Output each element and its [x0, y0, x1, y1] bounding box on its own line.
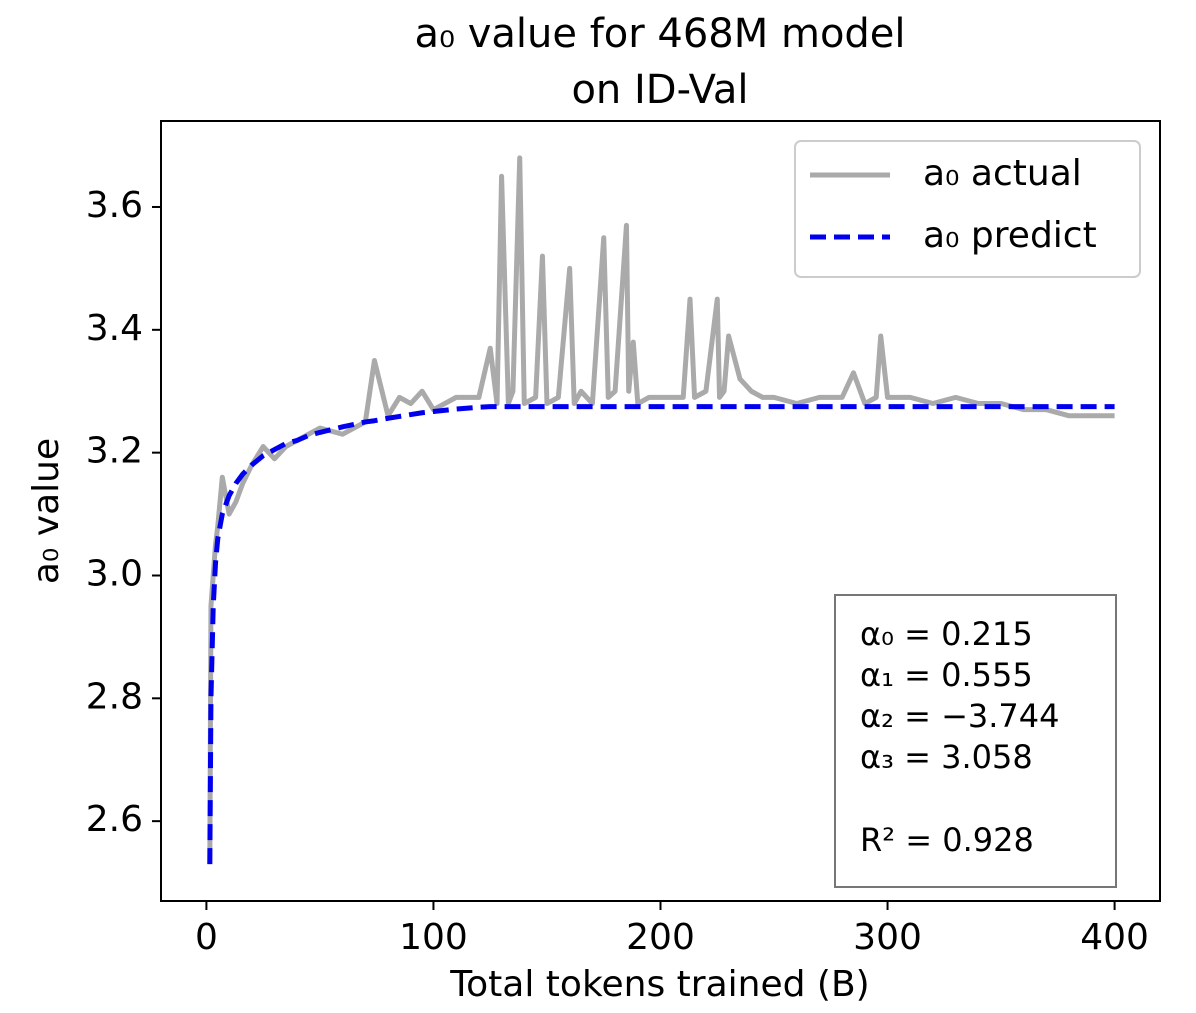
y-tick-label: 2.6 — [86, 799, 143, 840]
annotation-box — [834, 594, 1117, 888]
y-tick-label: 3.6 — [86, 185, 143, 226]
y-tick-label: 3.2 — [86, 431, 143, 472]
chart-title: on ID-Val — [571, 67, 748, 113]
legend-label: a₀ predict — [923, 215, 1097, 256]
y-tick-label: 2.8 — [86, 676, 143, 717]
x-axis-label: Total tokens trained (B) — [449, 964, 869, 1005]
x-tick-label: 300 — [853, 917, 922, 958]
x-tick-label: 200 — [626, 917, 695, 958]
legend-label: a₀ actual — [923, 153, 1082, 194]
x-tick-label: 100 — [399, 917, 468, 958]
x-tick-label: 0 — [195, 917, 218, 958]
plot-frame — [160, 120, 1161, 902]
data-line — [207, 404, 1115, 865]
y-tick-label: 3.4 — [86, 308, 143, 349]
x-tick-label: 400 — [1080, 917, 1149, 958]
y-axis-label: a₀ value — [26, 438, 67, 584]
annotation: α₁ = 0.555 — [860, 656, 1033, 694]
annotation: α₃ = 3.058 — [860, 738, 1033, 776]
annotation: α₀ = 0.215 — [860, 615, 1033, 653]
y-tick-label: 3.0 — [86, 553, 143, 594]
annotation: R² = 0.928 — [860, 821, 1034, 859]
chart-title: a₀ value for 468M model — [414, 11, 905, 57]
annotation: α₂ = −3.744 — [860, 697, 1060, 735]
